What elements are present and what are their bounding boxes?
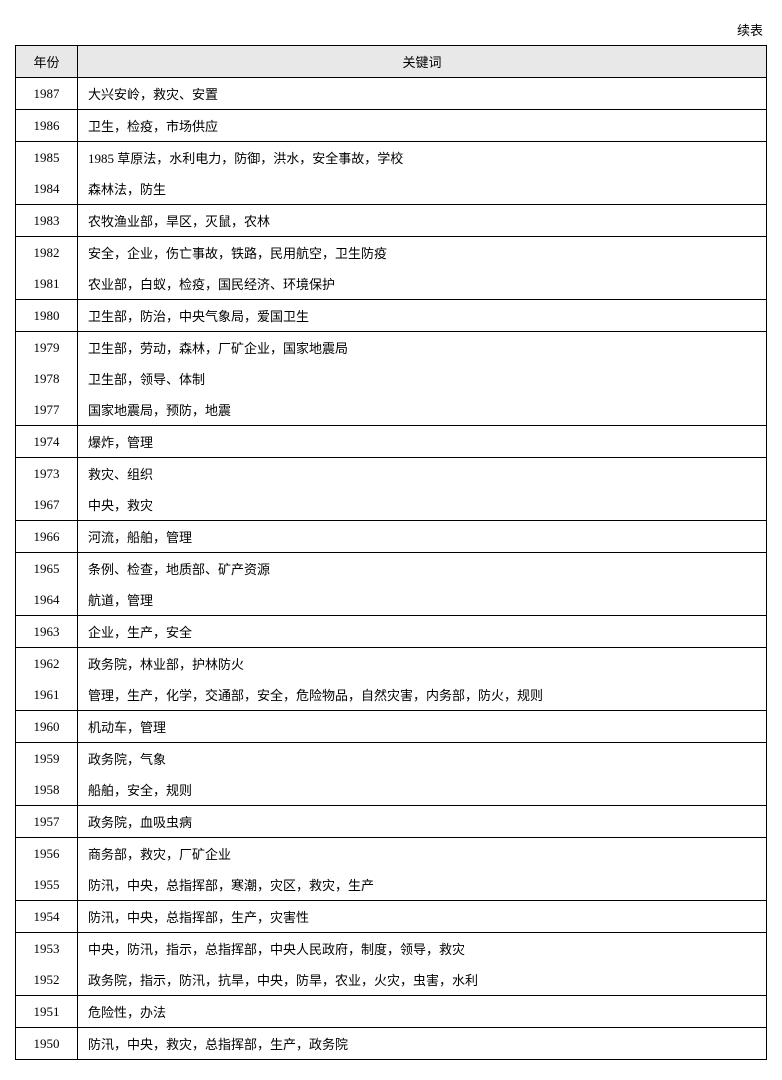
cell-year: 1964 [16, 584, 78, 616]
cell-keywords: 企业，生产，安全 [78, 616, 767, 648]
keywords-table: 年份 关键词 1987大兴安岭，救灾、安置1986卫生，检疫，市场供应19851… [15, 45, 767, 1060]
cell-year: 1983 [16, 205, 78, 237]
table-row: 1984森林法，防生 [16, 173, 767, 205]
table-row: 1979卫生部，劳动，森林，厂矿企业，国家地震局 [16, 332, 767, 364]
cell-year: 1955 [16, 869, 78, 901]
cell-year: 1978 [16, 363, 78, 394]
cell-keywords: 船舶，安全，规则 [78, 774, 767, 806]
cell-keywords: 政务院，血吸虫病 [78, 806, 767, 838]
table-row: 1962政务院，林业部，护林防火 [16, 648, 767, 680]
table-header-row: 年份 关键词 [16, 46, 767, 78]
cell-keywords: 1985 草原法，水利电力，防御，洪水，安全事故，学校 [78, 142, 767, 174]
cell-keywords: 大兴安岭，救灾、安置 [78, 78, 767, 110]
cell-keywords: 政务院，指示，防汛，抗旱，中央，防旱，农业，火灾，虫害，水利 [78, 964, 767, 996]
table-row: 1987大兴安岭，救灾、安置 [16, 78, 767, 110]
table-row: 1980卫生部，防治，中央气象局，爱国卫生 [16, 300, 767, 332]
table-row: 1957政务院，血吸虫病 [16, 806, 767, 838]
cell-keywords: 安全，企业，伤亡事故，铁路，民用航空，卫生防疫 [78, 237, 767, 269]
continued-label: 续表 [15, 20, 767, 39]
cell-keywords: 管理，生产，化学，交通部，安全，危险物品，自然灾害，内务部，防火，规则 [78, 679, 767, 711]
cell-year: 1953 [16, 933, 78, 965]
table-row: 19851985 草原法，水利电力，防御，洪水，安全事故，学校 [16, 142, 767, 174]
cell-keywords: 政务院，林业部，护林防火 [78, 648, 767, 680]
cell-year: 1950 [16, 1028, 78, 1060]
cell-year: 1981 [16, 268, 78, 300]
table-row: 1966河流，船舶，管理 [16, 521, 767, 553]
cell-year: 1974 [16, 426, 78, 458]
cell-keywords: 国家地震局，预防，地震 [78, 394, 767, 426]
cell-keywords: 航道，管理 [78, 584, 767, 616]
cell-year: 1958 [16, 774, 78, 806]
cell-year: 1965 [16, 553, 78, 585]
table-row: 1952政务院，指示，防汛，抗旱，中央，防旱，农业，火灾，虫害，水利 [16, 964, 767, 996]
cell-keywords: 防汛，中央，总指挥部，生产，灾害性 [78, 901, 767, 933]
table-row: 1955防汛，中央，总指挥部，寒潮，灾区，救灾，生产 [16, 869, 767, 901]
col-header-keywords: 关键词 [78, 46, 767, 78]
cell-keywords: 农牧渔业部，旱区，灭鼠，农林 [78, 205, 767, 237]
cell-keywords: 中央，救灾 [78, 489, 767, 521]
table-row: 1963企业，生产，安全 [16, 616, 767, 648]
cell-year: 1987 [16, 78, 78, 110]
cell-keywords: 商务部，救灾，厂矿企业 [78, 838, 767, 870]
table-row: 1986卫生，检疫，市场供应 [16, 110, 767, 142]
table-row: 1983农牧渔业部，旱区，灭鼠，农林 [16, 205, 767, 237]
cell-year: 1967 [16, 489, 78, 521]
cell-year: 1962 [16, 648, 78, 680]
table-row: 1950防汛，中央，救灾，总指挥部，生产，政务院 [16, 1028, 767, 1060]
table-row: 1954防汛，中央，总指挥部，生产，灾害性 [16, 901, 767, 933]
cell-keywords: 救灾、组织 [78, 458, 767, 490]
table-row: 1960机动车，管理 [16, 711, 767, 743]
cell-year: 1984 [16, 173, 78, 205]
cell-year: 1986 [16, 110, 78, 142]
table-row: 1978卫生部，领导、体制 [16, 363, 767, 394]
cell-year: 1979 [16, 332, 78, 364]
table-row: 1961管理，生产，化学，交通部，安全，危险物品，自然灾害，内务部，防火，规则 [16, 679, 767, 711]
cell-year: 1985 [16, 142, 78, 174]
cell-keywords: 政务院，气象 [78, 743, 767, 775]
table-row: 1953中央，防汛，指示，总指挥部，中央人民政府，制度，领导，救灾 [16, 933, 767, 965]
table-row: 1951危险性，办法 [16, 996, 767, 1028]
cell-year: 1960 [16, 711, 78, 743]
cell-year: 1977 [16, 394, 78, 426]
cell-keywords: 卫生部，领导、体制 [78, 363, 767, 394]
table-row: 1982安全，企业，伤亡事故，铁路，民用航空，卫生防疫 [16, 237, 767, 269]
cell-keywords: 卫生，检疫，市场供应 [78, 110, 767, 142]
table-row: 1965条例、检查，地质部、矿产资源 [16, 553, 767, 585]
cell-year: 1973 [16, 458, 78, 490]
table-row: 1973救灾、组织 [16, 458, 767, 490]
table-row: 1967中央，救灾 [16, 489, 767, 521]
table-row: 1959政务院，气象 [16, 743, 767, 775]
cell-year: 1963 [16, 616, 78, 648]
cell-year: 1952 [16, 964, 78, 996]
cell-keywords: 卫生部，防治，中央气象局，爱国卫生 [78, 300, 767, 332]
cell-keywords: 卫生部，劳动，森林，厂矿企业，国家地震局 [78, 332, 767, 364]
cell-keywords: 防汛，中央，救灾，总指挥部，生产，政务院 [78, 1028, 767, 1060]
cell-keywords: 农业部，白蚁，检疫，国民经济、环境保护 [78, 268, 767, 300]
cell-year: 1951 [16, 996, 78, 1028]
cell-keywords: 中央，防汛，指示，总指挥部，中央人民政府，制度，领导，救灾 [78, 933, 767, 965]
table-row: 1964航道，管理 [16, 584, 767, 616]
cell-year: 1957 [16, 806, 78, 838]
cell-keywords: 河流，船舶，管理 [78, 521, 767, 553]
cell-keywords: 森林法，防生 [78, 173, 767, 205]
cell-keywords: 危险性，办法 [78, 996, 767, 1028]
col-header-year: 年份 [16, 46, 78, 78]
table-row: 1958船舶，安全，规则 [16, 774, 767, 806]
table-row: 1974爆炸，管理 [16, 426, 767, 458]
table-row: 1956商务部，救灾，厂矿企业 [16, 838, 767, 870]
cell-year: 1956 [16, 838, 78, 870]
cell-year: 1961 [16, 679, 78, 711]
cell-year: 1980 [16, 300, 78, 332]
cell-year: 1959 [16, 743, 78, 775]
cell-keywords: 防汛，中央，总指挥部，寒潮，灾区，救灾，生产 [78, 869, 767, 901]
table-row: 1977国家地震局，预防，地震 [16, 394, 767, 426]
cell-keywords: 条例、检查，地质部、矿产资源 [78, 553, 767, 585]
cell-year: 1966 [16, 521, 78, 553]
cell-year: 1982 [16, 237, 78, 269]
cell-keywords: 爆炸，管理 [78, 426, 767, 458]
table-row: 1981农业部，白蚁，检疫，国民经济、环境保护 [16, 268, 767, 300]
cell-year: 1954 [16, 901, 78, 933]
cell-keywords: 机动车，管理 [78, 711, 767, 743]
